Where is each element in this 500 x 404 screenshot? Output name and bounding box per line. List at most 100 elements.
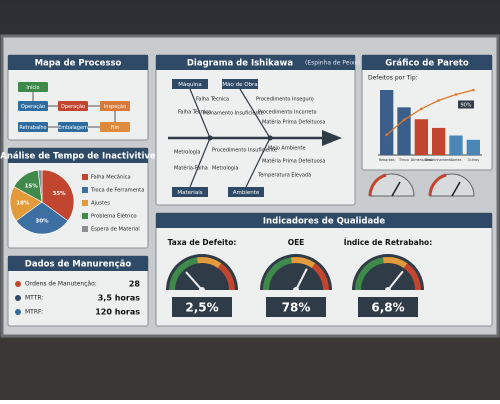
maintenance-header [8, 256, 148, 271]
category-label: Máquina [178, 81, 201, 88]
x-tick-label: Dimensional [411, 158, 432, 162]
gauge-band [290, 257, 316, 269]
bone [245, 137, 271, 188]
mini-gauge-band [368, 173, 387, 197]
gauge-band [196, 257, 222, 269]
bone [189, 88, 211, 139]
cause-label: Procedimento Incorreto [258, 110, 317, 116]
gauge-band [355, 257, 384, 291]
legend-swatch [82, 200, 88, 206]
node-label: Inspeção [104, 104, 126, 110]
cause-label: Matéria Prima Defeituosa [262, 119, 325, 126]
category-box [222, 79, 258, 89]
process-node [18, 82, 48, 92]
cumulative-point [402, 118, 406, 122]
mini-gauge-band [428, 173, 447, 197]
category-label: Materiais [177, 190, 202, 196]
cumulative-point [437, 99, 440, 102]
legend-swatch [82, 213, 88, 219]
cumulative-point [472, 88, 475, 92]
ishikawa-panel [155, 54, 356, 206]
row-icon [15, 309, 21, 315]
bar [397, 107, 411, 155]
legend-label: Espera de Material [91, 227, 140, 233]
x-tick-label: Outros [468, 158, 480, 162]
gauge-hub [385, 287, 391, 293]
bone-joint [207, 135, 213, 141]
cause-label: Metrologia [212, 166, 238, 172]
x-tick-label: Rebarbas [379, 158, 395, 162]
downtime-title: Análise de Tempo de Inactivitive [0, 152, 156, 162]
bar [432, 127, 446, 155]
quality-header [156, 213, 492, 228]
gauge-value: 6,8% [371, 301, 404, 315]
bar [414, 119, 428, 155]
gauge-needle [185, 271, 203, 291]
node-label: Embalagem [58, 125, 88, 131]
y-axis-label: Defeitos por Tip: [368, 75, 418, 82]
category-box [172, 187, 208, 197]
ishikawa-header [156, 55, 355, 70]
ishikawa-title: Diagrama de Ishikawa [187, 59, 294, 69]
cause-label: Falha Técnica [196, 96, 229, 103]
gauge-band [263, 257, 292, 291]
bar [449, 135, 463, 155]
gauge-band [169, 257, 198, 291]
quality-title: Indicadores de Qualidade [263, 217, 385, 227]
pie-slice [41, 169, 75, 222]
gauge-label: OEE [288, 238, 305, 247]
row-value: 120 horas [95, 308, 140, 317]
x-tick-label: Trinca [398, 158, 409, 162]
node-label: Retrabalho [19, 125, 46, 131]
cause-label: Meio Ambiente [268, 146, 306, 152]
gauge-needle [387, 270, 404, 291]
category-label: Ambiente [233, 190, 260, 196]
slice-label: 30% [35, 219, 49, 225]
bar [466, 139, 480, 155]
legend-swatch [82, 174, 88, 180]
legend-label: Falha Mecânica [91, 174, 131, 181]
slice-label: 18% [16, 201, 30, 207]
x-tick-label: Desalinhamento [425, 158, 453, 162]
row-label: MTTR: [25, 295, 43, 302]
row-icon [15, 281, 21, 287]
node-label: Fim [111, 125, 120, 131]
mini-gauge-needle [451, 181, 461, 197]
category-label: Mão de Obra [222, 82, 257, 88]
cumulative-point [454, 93, 458, 96]
bone [239, 88, 271, 139]
gauge-band [217, 263, 235, 291]
ishikawa-subtitle: (Espinha de Peixe) [305, 60, 361, 67]
gauge-label: Índice de Retrabaho: [344, 238, 432, 247]
pareto-title: Gráfico de Pareto [385, 59, 469, 69]
gauge-value: 78% [282, 301, 311, 315]
bone-joint [267, 135, 273, 141]
cause-label: Procedimento Inseguro [256, 97, 314, 103]
bone [189, 137, 211, 188]
pie-slice [15, 201, 69, 235]
process-node [100, 101, 130, 111]
row-icon [15, 295, 21, 301]
floor [0, 335, 500, 400]
spine-head [322, 130, 342, 146]
cause-label: Procedimento Insuficiente [212, 148, 277, 154]
x-tick-label: Cortes [450, 158, 461, 162]
process-node [100, 122, 130, 132]
node-label: Operação [21, 104, 45, 110]
legend-label: Troca de Ferramenta [90, 188, 144, 194]
cause-label: Treinamento Insuficiente [201, 111, 264, 117]
gauge-hub [199, 287, 205, 293]
gauge-band [382, 257, 408, 269]
mini-gauge-needle [391, 181, 401, 197]
category-box [172, 79, 208, 89]
legend-label: Ajustes [91, 201, 110, 207]
cause-label: Metrologia [174, 150, 200, 156]
node-label: Operação [61, 104, 85, 110]
gauge-hub [293, 287, 299, 293]
annotation-box [458, 100, 474, 109]
value-box [358, 297, 418, 317]
value-box [172, 297, 232, 317]
row-label: Ordens de Manutenção: [25, 281, 97, 288]
